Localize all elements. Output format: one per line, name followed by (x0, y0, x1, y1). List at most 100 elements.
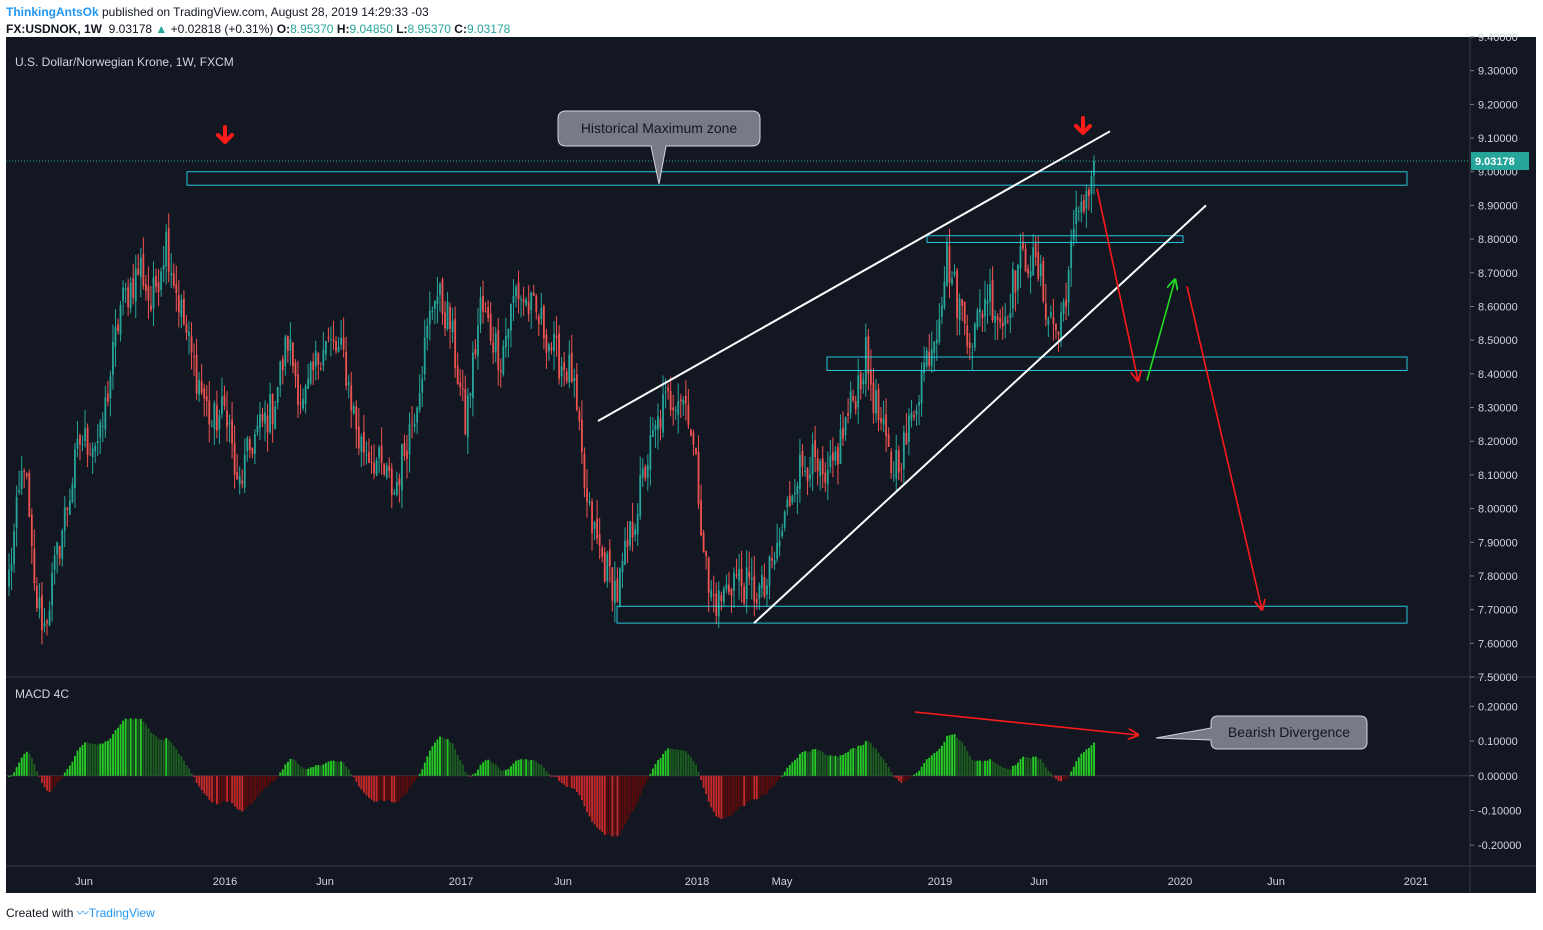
macd-bar (669, 748, 672, 776)
macd-bar (188, 768, 190, 776)
candle-body (91, 448, 94, 457)
candle-body (1032, 247, 1035, 276)
candle-body (380, 445, 383, 463)
candle-body (654, 424, 657, 430)
publish-line: ThinkingAntsOk published on TradingView.… (6, 4, 510, 21)
candle-body (570, 352, 573, 383)
candle-body (1017, 265, 1019, 290)
candle-body (469, 392, 472, 396)
macd-bar (172, 745, 175, 776)
macd-bar (1009, 769, 1012, 776)
price-tick-label: 9.20000 (1478, 99, 1518, 111)
candle-body (712, 594, 715, 596)
candle-body (540, 307, 543, 320)
price-tick-label: 8.50000 (1478, 335, 1518, 347)
candle-body (162, 265, 165, 270)
macd-bar (350, 773, 353, 776)
macd-bar (218, 775, 221, 805)
candle-body (669, 391, 672, 411)
candle-body (573, 377, 576, 382)
macd-bar (606, 775, 609, 835)
candle-body (497, 330, 500, 370)
macd-bar (28, 753, 31, 776)
macd-bar (347, 769, 350, 776)
candle-body (1093, 161, 1095, 176)
candle-body (639, 475, 642, 517)
candle-body (611, 567, 614, 601)
macd-bar (13, 772, 16, 776)
candle-body (717, 590, 720, 617)
macd-bar (999, 765, 1002, 776)
candle-body (43, 623, 46, 627)
candle-body (697, 451, 700, 505)
macd-bar (357, 775, 360, 787)
candle-body (560, 366, 563, 377)
candle-body (674, 410, 677, 412)
author-link[interactable]: ThinkingAntsOk (6, 5, 99, 19)
candle-body (624, 540, 626, 565)
macd-bar (25, 751, 28, 776)
macd-tick-label: 0.20000 (1478, 701, 1518, 713)
candle-body (1029, 271, 1032, 278)
macd-bar (370, 775, 373, 800)
macd-bar (1011, 765, 1014, 776)
macd-bar (281, 769, 284, 776)
candle-body (763, 577, 766, 597)
support-resistance-zone (186, 171, 1408, 186)
tradingview-brand-link[interactable]: TradingView (88, 906, 155, 920)
candle-body (332, 339, 335, 342)
macd-bar (768, 775, 771, 790)
macd-bar (464, 771, 467, 776)
candle-body (322, 350, 325, 366)
high-label: H: (336, 22, 350, 36)
candle-body (986, 300, 989, 304)
candle-body (137, 268, 140, 276)
macd-bar (963, 746, 966, 776)
macd-bar (801, 752, 804, 776)
candle-body (139, 257, 142, 278)
macd-bar (144, 724, 147, 776)
macd-bar (728, 775, 730, 817)
candle-body (819, 461, 822, 477)
macd-bar (989, 759, 992, 776)
candle-body (317, 353, 320, 365)
candle-body (185, 323, 188, 333)
macd-bar (1060, 775, 1063, 782)
candle-body (733, 572, 735, 592)
macd-bar (885, 762, 888, 776)
candle-body (1049, 312, 1052, 317)
chart-title: U.S. Dollar/Norwegian Krone, 1W, FXCM (15, 55, 234, 69)
candle-body (525, 299, 528, 305)
candle-body (565, 371, 568, 382)
macd-bar (167, 740, 170, 776)
macd-bar (198, 775, 201, 787)
macd-bar (223, 775, 226, 802)
candle-body (474, 349, 477, 355)
macd-bar (390, 775, 393, 802)
macd-bar (545, 771, 548, 776)
macd-bar (124, 718, 127, 776)
macd-bar (355, 775, 358, 782)
macd-bar (30, 757, 33, 776)
candle-body (837, 447, 839, 465)
historical-max-callout: Historical Maximum zone (557, 110, 761, 185)
macd-bar (101, 743, 104, 776)
candle-body (144, 284, 147, 292)
macd-bar (385, 775, 388, 801)
candle-body (581, 419, 583, 453)
macd-bar (137, 719, 140, 776)
candle-body (882, 418, 885, 425)
candle-body (849, 391, 852, 414)
macd-bar (20, 757, 23, 776)
callout-bubble (1155, 715, 1368, 750)
macd-bar (591, 775, 594, 822)
macd-bar (395, 775, 398, 803)
candle-body (28, 472, 31, 518)
chart-header: ThinkingAntsOk published on TradingView.… (6, 4, 510, 38)
macd-bar (340, 761, 343, 776)
price-tick-label: 8.90000 (1478, 200, 1518, 212)
candle-body (276, 386, 279, 403)
candle-body (796, 485, 799, 494)
candle-body (520, 299, 522, 301)
